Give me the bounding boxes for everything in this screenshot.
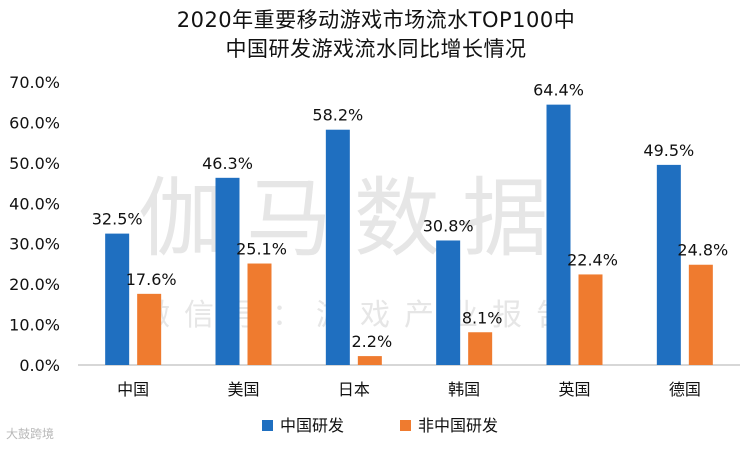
data-label-series1: 64.4% xyxy=(533,81,584,100)
y-tick-label: 50.0% xyxy=(9,154,60,173)
bar-中国研发 xyxy=(105,233,130,365)
y-tick-label: 10.0% xyxy=(9,316,60,335)
bar-非中国研发 xyxy=(357,356,382,365)
x-tick-label: 美国 xyxy=(227,380,259,399)
bar-非中国研发 xyxy=(578,274,603,365)
bar-非中国研发 xyxy=(468,332,493,365)
data-label-series1: 30.8% xyxy=(423,216,474,235)
legend-label: 非中国研发 xyxy=(418,416,498,435)
legend-label: 中国研发 xyxy=(280,416,344,435)
data-label-series2: 8.1% xyxy=(462,308,503,327)
y-tick-label: 40.0% xyxy=(9,194,60,213)
data-label-series2: 22.4% xyxy=(567,250,618,269)
legend-swatch xyxy=(400,420,411,431)
bar-中国研发 xyxy=(325,129,350,365)
x-tick-label: 英国 xyxy=(558,380,590,399)
y-tick-label: 30.0% xyxy=(9,235,60,254)
bar-非中国研发 xyxy=(688,264,713,365)
data-label-series2: 2.2% xyxy=(352,332,393,351)
chart-title-line2: 中国研发游戏流水同比增长情况 xyxy=(225,37,527,61)
bar-中国研发 xyxy=(215,177,240,365)
data-label-series2: 25.1% xyxy=(236,240,287,259)
source-credit: 大鼓跨境 xyxy=(6,427,55,441)
bar-中国研发 xyxy=(656,164,681,365)
bar-中国研发 xyxy=(436,240,461,365)
x-tick-label: 德国 xyxy=(669,380,701,399)
y-tick-label: 0.0% xyxy=(19,356,60,375)
data-label-series1: 32.5% xyxy=(92,210,143,229)
data-label-series1: 46.3% xyxy=(202,154,253,173)
legend-swatch xyxy=(262,420,273,431)
bar-中国研发 xyxy=(546,104,571,365)
y-tick-label: 60.0% xyxy=(9,113,60,132)
y-tick-label: 20.0% xyxy=(9,275,60,294)
x-tick-label: 日本 xyxy=(338,380,370,399)
chart-title-line1: 2020年重要移动游戏市场流水TOP100中 xyxy=(176,8,576,32)
data-label-series2: 24.8% xyxy=(677,241,728,260)
watermark-sub: 微信号：游戏产业报告 xyxy=(140,298,580,333)
data-label-series2: 17.6% xyxy=(126,270,177,289)
bar-非中国研发 xyxy=(137,293,162,365)
y-tick-label: 70.0% xyxy=(9,73,60,92)
bar-非中国研发 xyxy=(247,263,272,365)
data-label-series1: 49.5% xyxy=(643,141,694,160)
x-tick-label: 韩国 xyxy=(448,380,480,399)
x-tick-label: 中国 xyxy=(117,380,149,399)
data-label-series1: 58.2% xyxy=(312,106,363,125)
